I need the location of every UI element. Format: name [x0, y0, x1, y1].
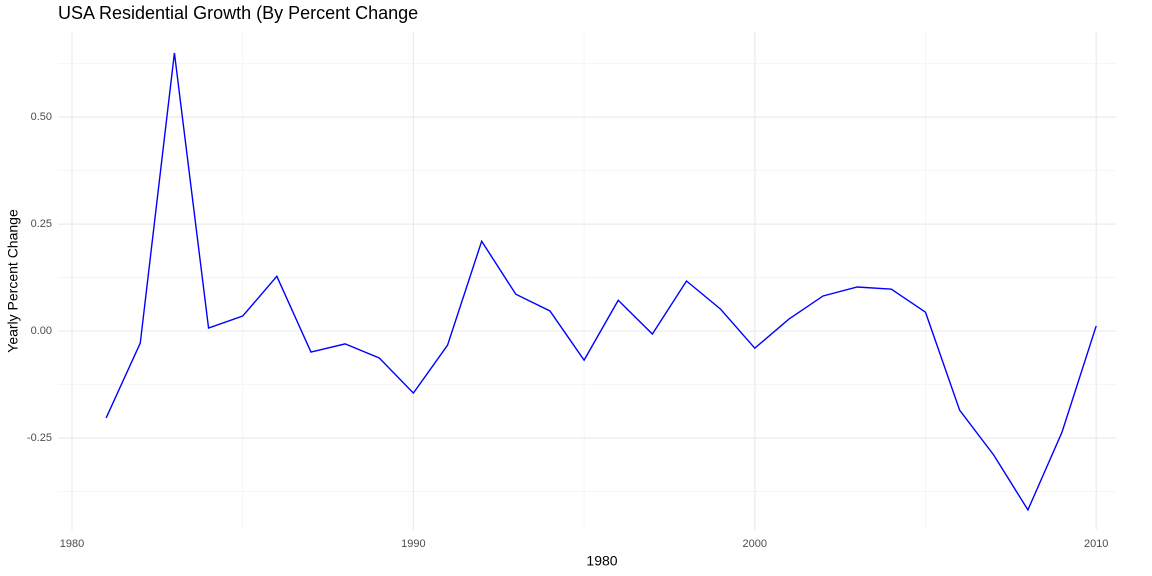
x-axis-label: 1980	[586, 553, 617, 569]
x-tick-label: 2010	[1084, 538, 1108, 550]
y-tick-label: 0.50	[31, 111, 52, 123]
y-tick-label: -0.25	[27, 432, 52, 444]
chart-title: USA Residential Growth (By Percent Chang…	[58, 3, 418, 23]
y-tick-label: 0.00	[31, 325, 52, 337]
x-tick-label: 1990	[401, 538, 425, 550]
line	[105, 52, 1097, 512]
y-tick-label: 0.25	[31, 218, 52, 230]
x-tick-label: 1980	[60, 538, 84, 550]
x-tick-label: 2000	[743, 538, 767, 550]
y-axis-label: Yearly Percent Change	[5, 209, 21, 353]
